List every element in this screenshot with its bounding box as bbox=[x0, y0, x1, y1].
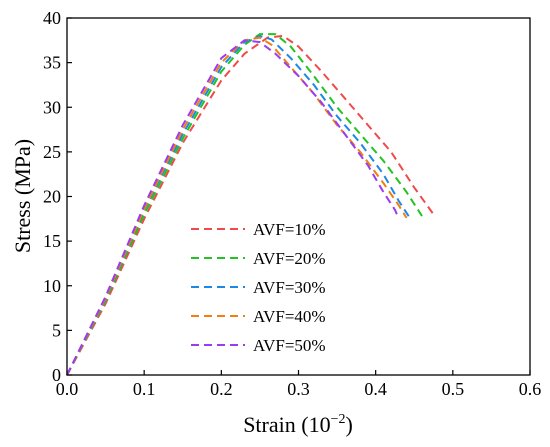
legend-label: AVF=30% bbox=[253, 278, 326, 297]
y-tick-label: 0 bbox=[52, 365, 61, 385]
y-tick-label: 5 bbox=[52, 320, 61, 340]
curves bbox=[66, 33, 435, 376]
legend-label: AVF=40% bbox=[253, 307, 326, 326]
y-axis-title: Stress (MPa) bbox=[10, 139, 35, 253]
y-tick-label: 25 bbox=[43, 142, 61, 162]
x-tick-label: 0.0 bbox=[56, 379, 79, 399]
legend-label: AVF=10% bbox=[253, 220, 326, 239]
x-axis-exponent: −2 bbox=[331, 412, 346, 427]
y-tick-label: 20 bbox=[43, 187, 61, 207]
x-tick-label: 0.4 bbox=[364, 379, 387, 399]
x-tick-label: 0.5 bbox=[442, 379, 465, 399]
y-tick-label: 10 bbox=[43, 276, 61, 296]
x-tick-label: 0.6 bbox=[519, 379, 542, 399]
y-tick-label: 15 bbox=[43, 231, 61, 251]
x-tick-label: 0.2 bbox=[210, 379, 233, 399]
series-line bbox=[66, 39, 400, 376]
y-tick-label: 40 bbox=[43, 8, 61, 28]
x-tick-label: 0.3 bbox=[287, 379, 310, 399]
y-tick-label: 30 bbox=[43, 97, 61, 117]
series-line bbox=[66, 34, 412, 376]
axis-ticks: 0.0 0.1 0.2 0.3 0.4 0.5 0.6 0 5 10 15 20 25 30 35 40 bbox=[43, 8, 541, 399]
series-line bbox=[66, 33, 423, 376]
x-tick-label: 0.1 bbox=[133, 379, 156, 399]
x-axis-title: Strain (10−2) bbox=[243, 412, 353, 437]
legend: AVF=10% AVF=20% AVF=30% AVF=40% AVF=50% bbox=[191, 220, 326, 355]
y-tick-label: 35 bbox=[43, 53, 61, 73]
series-line bbox=[66, 36, 408, 376]
legend-label: AVF=20% bbox=[253, 249, 326, 268]
legend-label: AVF=50% bbox=[253, 336, 326, 355]
series-line bbox=[66, 34, 435, 376]
